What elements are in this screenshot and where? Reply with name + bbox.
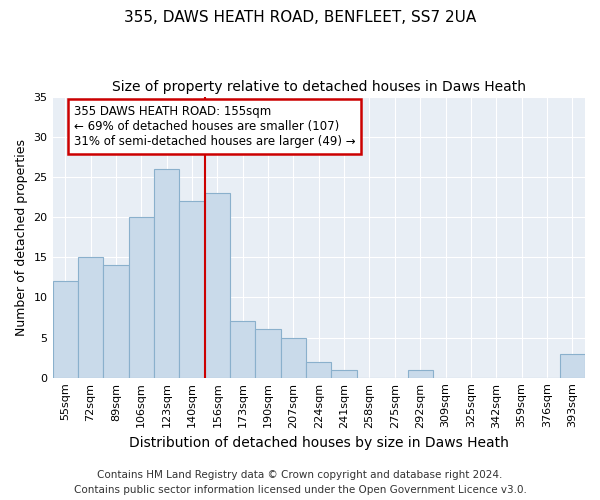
Bar xyxy=(78,257,103,378)
Bar xyxy=(179,201,205,378)
Bar xyxy=(407,370,433,378)
Bar xyxy=(128,217,154,378)
Bar xyxy=(205,193,230,378)
Text: Contains HM Land Registry data © Crown copyright and database right 2024.
Contai: Contains HM Land Registry data © Crown c… xyxy=(74,470,526,495)
Bar xyxy=(103,265,128,378)
X-axis label: Distribution of detached houses by size in Daws Heath: Distribution of detached houses by size … xyxy=(129,436,509,450)
Bar xyxy=(53,282,78,378)
Bar xyxy=(154,169,179,378)
Bar xyxy=(331,370,357,378)
Text: 355 DAWS HEATH ROAD: 155sqm
← 69% of detached houses are smaller (107)
31% of se: 355 DAWS HEATH ROAD: 155sqm ← 69% of det… xyxy=(74,105,355,148)
Bar xyxy=(256,330,281,378)
Bar xyxy=(306,362,331,378)
Y-axis label: Number of detached properties: Number of detached properties xyxy=(15,138,28,336)
Bar xyxy=(230,322,256,378)
Text: 355, DAWS HEATH ROAD, BENFLEET, SS7 2UA: 355, DAWS HEATH ROAD, BENFLEET, SS7 2UA xyxy=(124,10,476,25)
Bar xyxy=(560,354,585,378)
Bar xyxy=(281,338,306,378)
Title: Size of property relative to detached houses in Daws Heath: Size of property relative to detached ho… xyxy=(112,80,526,94)
